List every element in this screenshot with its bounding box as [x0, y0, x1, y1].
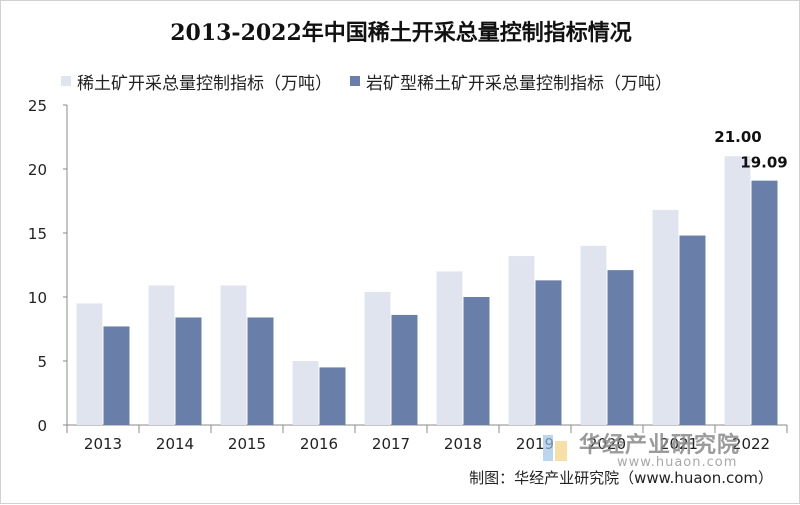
data-label: 19.09 [740, 154, 787, 172]
bar-series-2 [175, 317, 202, 425]
watermark: 华经产业研究院 www.huaon.com [541, 427, 791, 477]
x-tick-label: 2018 [444, 435, 482, 453]
x-tick-label: 2021 [660, 435, 698, 453]
bar-series-1 [724, 156, 751, 425]
y-tick-label: 20 [28, 161, 47, 179]
bar-series-2 [319, 367, 346, 425]
bar-series-1 [580, 245, 607, 425]
x-tick-label: 2020 [588, 435, 626, 453]
bar-series-2 [103, 326, 130, 425]
y-tick-label: 0 [37, 417, 47, 435]
chart-legend: 稀土矿开采总量控制指标（万吨） 岩矿型稀土矿开采总量控制指标（万吨） [61, 69, 690, 94]
bar-series-1 [76, 303, 103, 425]
y-tick-label: 15 [28, 225, 47, 243]
bar-series-1 [292, 361, 319, 425]
x-tick-label: 2013 [84, 435, 122, 453]
bar-series-2 [607, 270, 634, 425]
chart-credit: 制图：华经产业研究院（www.huaon.com） [469, 469, 773, 487]
bar-series-1 [652, 209, 679, 425]
y-tick-label: 5 [37, 353, 47, 371]
watermark-brand: 华经产业研究院 [579, 433, 741, 458]
bar-series-1 [508, 256, 535, 425]
y-tick-label: 10 [28, 289, 47, 307]
bar-series-1 [220, 285, 247, 425]
watermark-url: www.huaon.com [617, 455, 738, 470]
legend-item-series-2: 岩矿型稀土矿开采总量控制指标（万吨） [350, 69, 672, 94]
bar-series-1 [364, 291, 391, 425]
legend-swatch-series-1 [61, 76, 71, 86]
legend-label-series-2: 岩矿型稀土矿开采总量控制指标（万吨） [366, 73, 672, 94]
bar-series-2 [535, 280, 562, 425]
y-tick-label: 25 [28, 97, 47, 115]
data-label: 21.00 [714, 128, 761, 146]
bar-series-2 [247, 317, 274, 425]
legend-item-series-1: 稀土矿开采总量控制指标（万吨） [61, 69, 332, 94]
x-tick-label: 2014 [156, 435, 194, 453]
bar-series-1 [148, 285, 175, 425]
x-tick-label: 2022 [732, 435, 770, 453]
bar-series-2 [751, 180, 778, 425]
chart-title: 2013-2022年中国稀土开采总量控制指标情况 [170, 20, 632, 46]
x-tick-label: 2017 [372, 435, 410, 453]
x-tick-label: 2016 [300, 435, 338, 453]
bar-series-2 [463, 297, 490, 425]
bar-series-2 [391, 314, 418, 425]
legend-swatch-series-2 [350, 76, 360, 86]
bar-series-2 [679, 235, 706, 425]
watermark-logo-icon [543, 435, 567, 461]
x-tick-label: 2015 [228, 435, 266, 453]
bar-series-1 [436, 271, 463, 425]
legend-label-series-1: 稀土矿开采总量控制指标（万吨） [77, 73, 332, 94]
